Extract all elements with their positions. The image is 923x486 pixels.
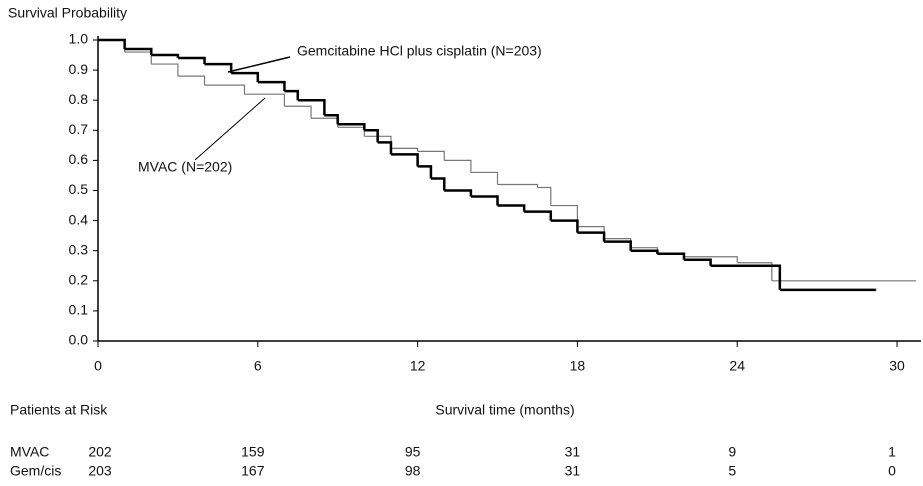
survival-step — [124, 51, 152, 65]
risk-count: 95 — [405, 444, 421, 460]
survival-step — [311, 117, 339, 128]
y-axis-title: Survival Probability — [8, 5, 127, 21]
survival-step — [177, 75, 206, 86]
survival-step — [124, 47, 153, 56]
survival-step — [710, 264, 782, 290]
survival-step — [284, 89, 300, 101]
survival-step — [151, 53, 180, 59]
x-tick-label: 0 — [94, 358, 102, 374]
y-tick-label: 0.6 — [69, 151, 89, 167]
y-tick-label: 0.0 — [69, 332, 89, 348]
survival-step — [444, 189, 473, 197]
y-tick-label: 0.7 — [69, 121, 89, 137]
risk-count: 9 — [728, 444, 736, 460]
survival-step — [604, 240, 632, 251]
risk-count: 0 — [888, 463, 896, 479]
y-tick-label: 0.5 — [69, 181, 89, 197]
survival-step — [244, 93, 286, 107]
survival-step — [337, 126, 365, 137]
survival-step — [537, 186, 552, 206]
survival-step — [390, 147, 419, 152]
survival-step — [98, 39, 126, 53]
survival-step — [364, 129, 379, 143]
x-tick-label: 18 — [570, 358, 586, 374]
survival-step — [550, 204, 579, 227]
survival-step — [417, 165, 433, 179]
survival-step — [231, 71, 260, 83]
risk-count: 31 — [565, 463, 581, 479]
annotation-pointer — [194, 97, 266, 161]
y-tick-label: 0.3 — [69, 241, 89, 257]
risk-count: 167 — [241, 463, 265, 479]
survival-step — [470, 195, 499, 206]
survival-step — [497, 183, 539, 188]
risk-count: 159 — [241, 444, 265, 460]
survival-step — [497, 204, 526, 212]
survival-step — [683, 258, 712, 266]
y-tick-label: 0.9 — [69, 61, 89, 77]
survival-step — [204, 62, 233, 74]
x-tick-label: 24 — [729, 358, 745, 374]
survival-step — [737, 262, 773, 281]
y-tick-label: 0.4 — [69, 211, 89, 227]
risk-count: 1 — [888, 444, 896, 460]
risk-count: 5 — [728, 463, 736, 479]
survival-step — [470, 171, 499, 185]
y-tick-label: 0.8 — [69, 91, 89, 107]
x-tick-label: 6 — [254, 358, 262, 374]
survival-step — [577, 231, 606, 242]
risk-count: 98 — [405, 463, 421, 479]
annotation-pointer — [227, 56, 291, 73]
survival-step — [524, 210, 553, 221]
survival-step — [337, 123, 366, 131]
risk-row-name: MVAC — [10, 444, 49, 460]
survival-step — [297, 98, 326, 116]
survival-step — [683, 256, 738, 263]
survival-step — [444, 159, 472, 173]
survival-step — [284, 105, 312, 119]
risk-row-name: Gem/cis — [10, 463, 61, 479]
survival-step — [604, 238, 632, 248]
risk-table-title: Patients at Risk — [10, 402, 108, 418]
annotation: Gemcitabine HCl plus cisplatin (N=203) — [297, 43, 542, 59]
survival-step — [630, 249, 659, 254]
survival-step — [390, 153, 419, 167]
x-tick-label: 30 — [889, 358, 905, 374]
y-tick-label: 0.2 — [69, 272, 89, 288]
survival-step — [430, 177, 446, 191]
risk-count: 203 — [88, 463, 112, 479]
y-tick-label: 1.0 — [69, 31, 89, 47]
survival-step — [204, 84, 246, 95]
risk-count: 202 — [88, 444, 112, 460]
survival-step — [257, 80, 286, 92]
annotation: MVAC (N=202) — [138, 159, 232, 175]
survival-step — [377, 141, 393, 155]
survival-step — [417, 150, 445, 161]
x-axis-title: Survival time (months) — [435, 402, 574, 418]
x-tick-label: 12 — [410, 358, 426, 374]
survival-step — [98, 38, 126, 50]
survival-step — [550, 219, 579, 233]
survival-step — [151, 63, 179, 77]
survival-step — [657, 252, 686, 260]
y-tick-label: 0.1 — [69, 302, 89, 318]
risk-count: 31 — [565, 444, 581, 460]
survival-step — [324, 114, 339, 125]
survival-step — [177, 56, 206, 65]
